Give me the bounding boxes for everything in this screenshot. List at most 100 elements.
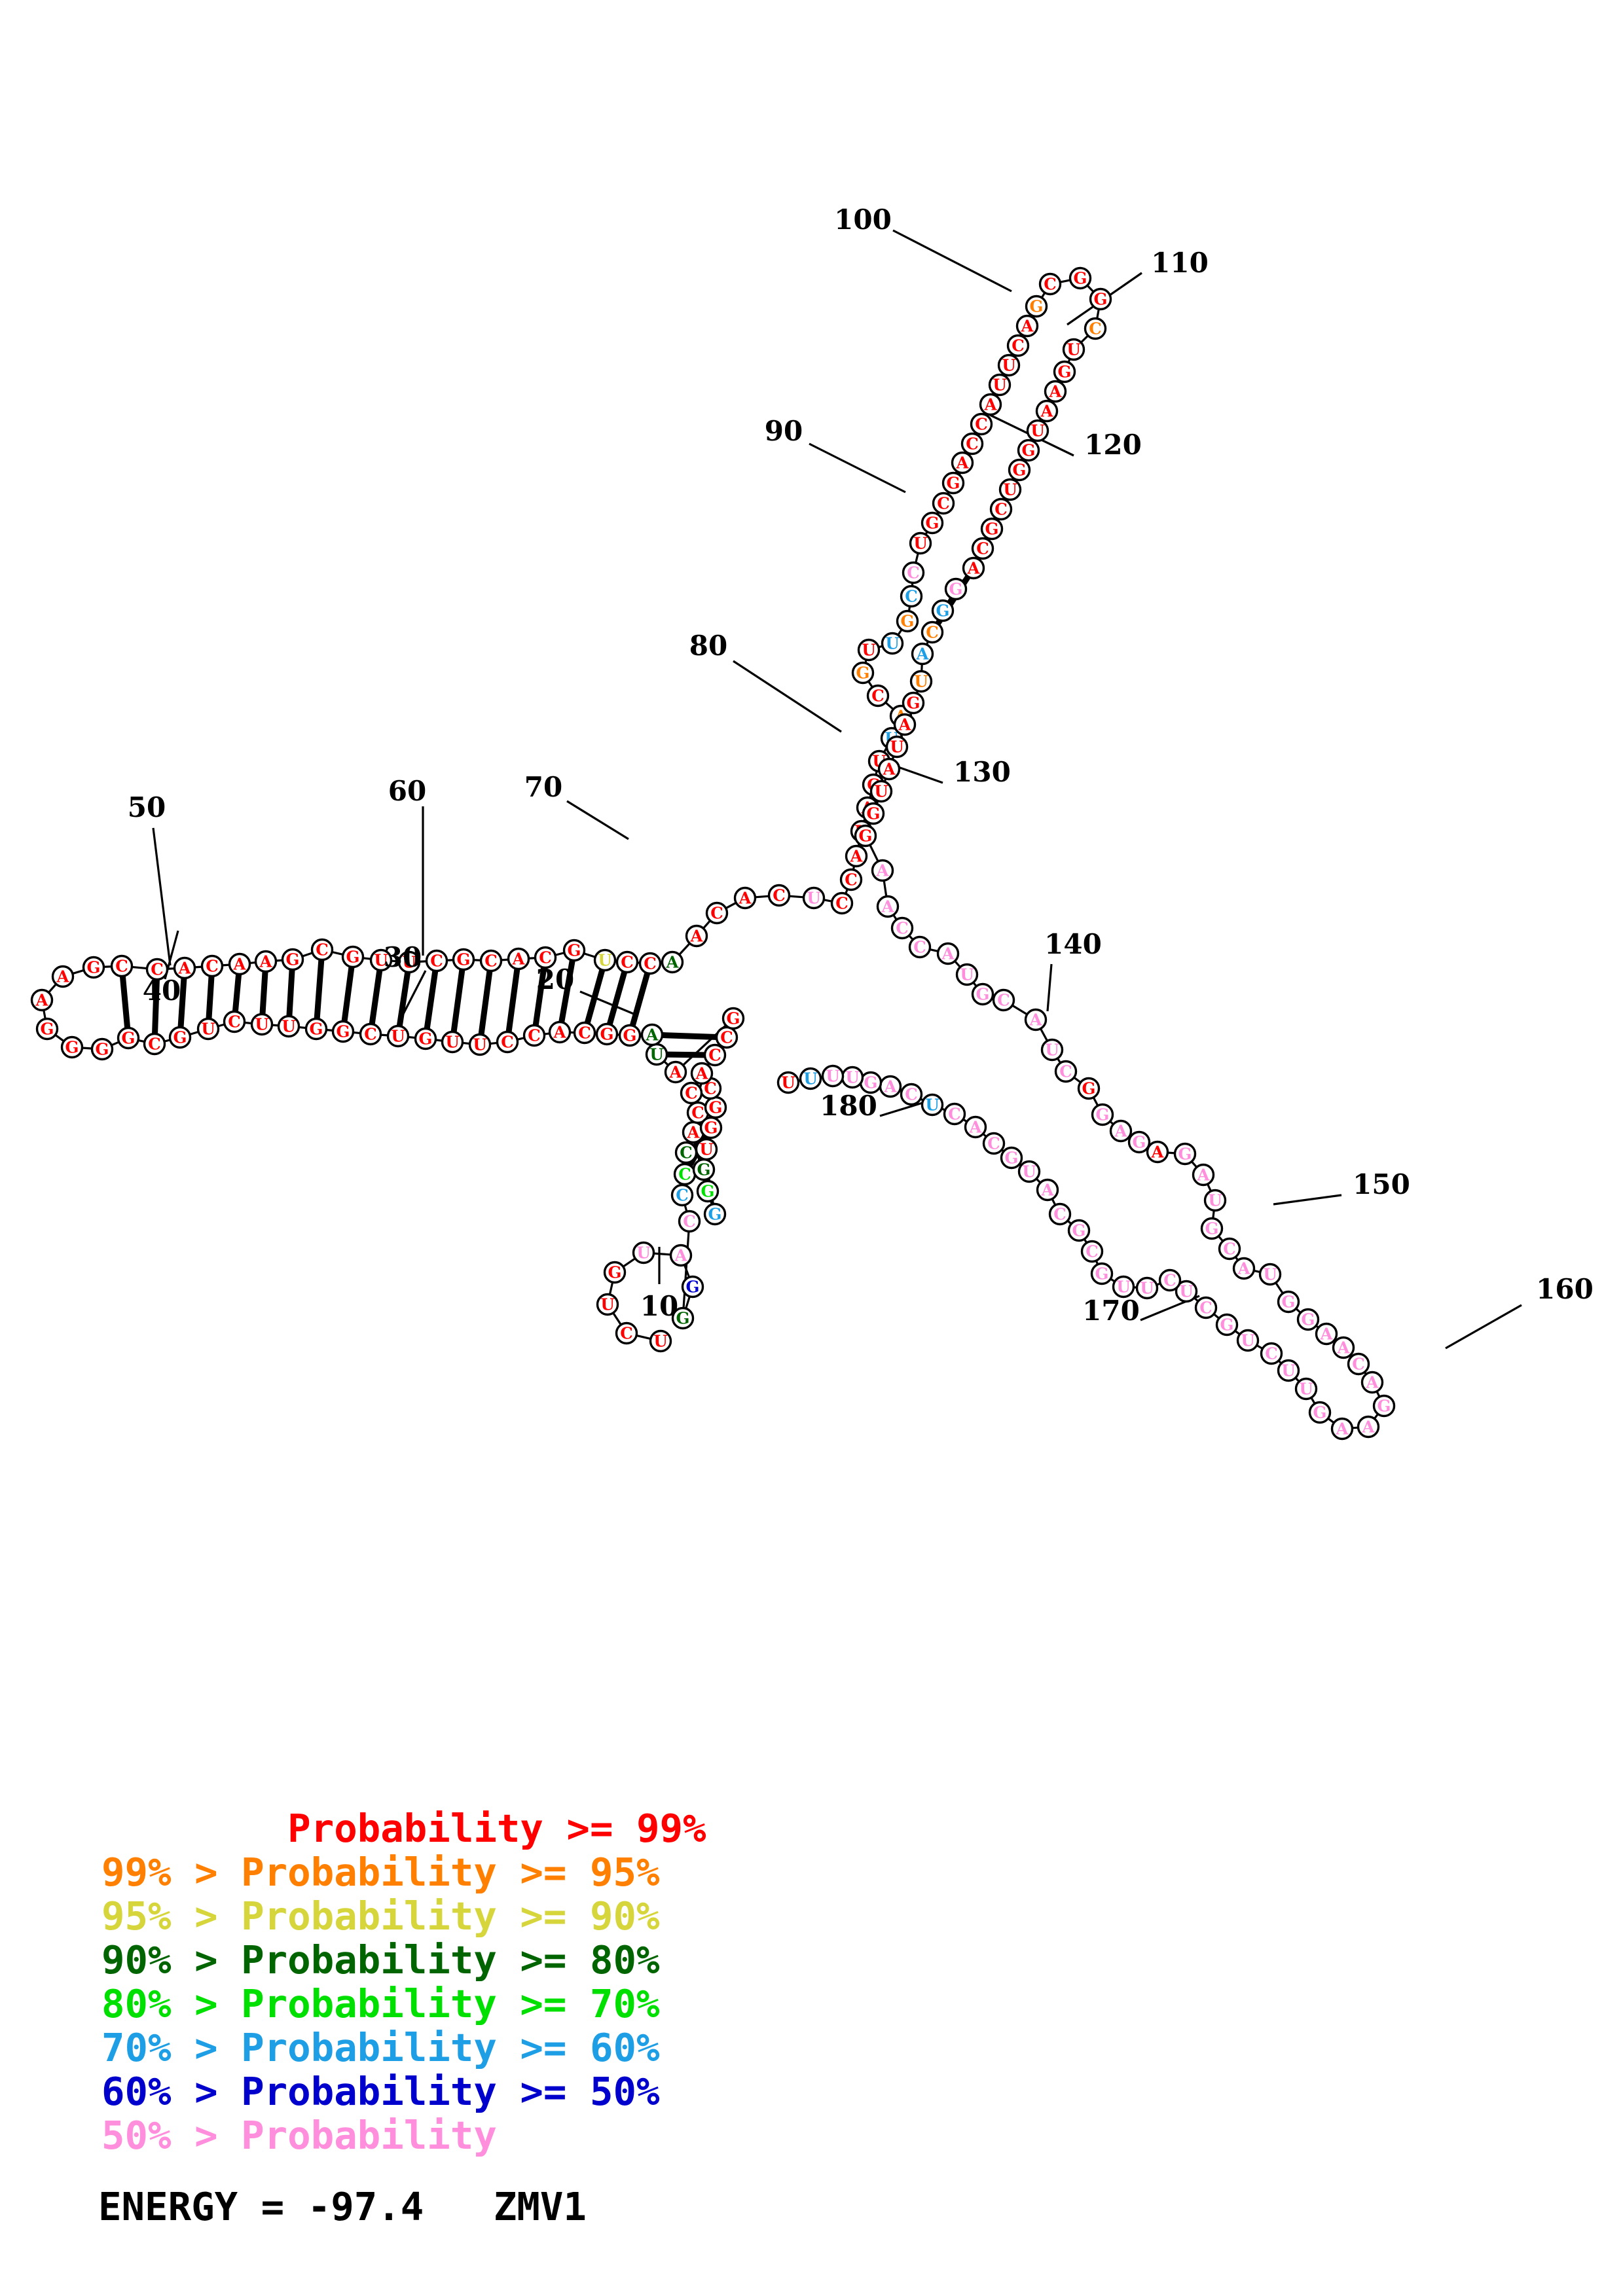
base-circle bbox=[1277, 1290, 1300, 1314]
base-node: C bbox=[989, 497, 1013, 521]
backbone-segment bbox=[1206, 1183, 1213, 1193]
base-circle bbox=[955, 963, 979, 986]
base-node: C bbox=[1048, 1202, 1072, 1226]
base-node: A bbox=[1330, 1417, 1354, 1441]
base-letter: A bbox=[1335, 1419, 1349, 1438]
base-letter: A bbox=[689, 926, 703, 945]
base-node: C bbox=[686, 1101, 710, 1124]
base-node: G bbox=[1091, 1103, 1114, 1126]
base-node: A bbox=[1146, 1140, 1169, 1164]
base-node: G bbox=[1068, 266, 1092, 290]
base-node: U bbox=[869, 780, 893, 803]
base-circle bbox=[871, 859, 894, 882]
base-circle bbox=[866, 684, 890, 708]
base-circle bbox=[1215, 1313, 1239, 1336]
base-node: A bbox=[879, 1075, 902, 1098]
base-circle bbox=[1025, 295, 1048, 318]
base-circle bbox=[615, 950, 639, 974]
base-node: C bbox=[705, 901, 729, 925]
base-letter: A bbox=[1040, 1180, 1054, 1199]
base-circle bbox=[971, 537, 994, 560]
base-circle bbox=[1332, 1336, 1355, 1359]
backbone-segment bbox=[685, 1295, 691, 1310]
base-circle bbox=[615, 1321, 638, 1345]
base-letter: C bbox=[871, 686, 884, 705]
base-letter: C bbox=[683, 1211, 696, 1230]
base-node: G bbox=[1077, 1077, 1101, 1100]
base-letter: C bbox=[907, 563, 920, 582]
base-letter: A bbox=[966, 558, 980, 577]
base-circle bbox=[857, 638, 881, 662]
base-node: G bbox=[304, 1017, 328, 1041]
base-circle bbox=[921, 1093, 944, 1117]
base-letter: G bbox=[346, 947, 360, 966]
base-circle bbox=[1260, 1342, 1283, 1365]
backbone-segment bbox=[206, 973, 215, 1022]
base-letter: C bbox=[948, 1104, 961, 1123]
base-node: A bbox=[640, 1023, 664, 1047]
base-letter: A bbox=[849, 846, 863, 865]
base-node: C bbox=[110, 954, 134, 978]
position-number-10: 10 bbox=[640, 1290, 678, 1322]
base-node: C bbox=[1158, 1268, 1182, 1292]
base-node: U bbox=[468, 1033, 492, 1056]
base-circle bbox=[1024, 1008, 1048, 1031]
base-letter: U bbox=[636, 1243, 650, 1262]
backbone-segment bbox=[1190, 1160, 1198, 1168]
base-node: C bbox=[200, 954, 224, 978]
backbone-segment bbox=[1092, 1096, 1099, 1107]
backbone-segment bbox=[953, 960, 962, 969]
base-circle bbox=[799, 1067, 822, 1090]
base-letter: A bbox=[1048, 382, 1062, 401]
backbone-segment bbox=[1086, 284, 1095, 293]
base-node: U bbox=[909, 531, 932, 555]
base-circle bbox=[359, 1022, 382, 1046]
base-node: G bbox=[944, 577, 968, 601]
base-letter: C bbox=[905, 1085, 918, 1103]
base-circle bbox=[1294, 1377, 1318, 1401]
base-node: G bbox=[1067, 1219, 1091, 1242]
base-node: C bbox=[921, 620, 944, 644]
base-node: C bbox=[496, 1030, 519, 1054]
base-node: G bbox=[941, 471, 965, 495]
base-circle bbox=[1308, 1401, 1332, 1424]
base-node: G bbox=[1200, 1217, 1224, 1240]
base-node: A bbox=[893, 713, 917, 736]
base-letter: U bbox=[993, 375, 1006, 394]
base-circle bbox=[173, 956, 196, 980]
base-circle bbox=[1080, 1240, 1104, 1263]
backbone-segment bbox=[71, 969, 85, 975]
base-node: G bbox=[1296, 1308, 1320, 1331]
base-letter: A bbox=[686, 1122, 700, 1141]
backbone-segment bbox=[450, 966, 465, 1035]
base-letter: A bbox=[1237, 1259, 1250, 1278]
base-letter: G bbox=[173, 1028, 187, 1047]
base-node: A bbox=[1360, 1371, 1384, 1394]
base-circle bbox=[414, 1027, 437, 1050]
base-circle bbox=[281, 948, 304, 971]
base-circle bbox=[678, 1210, 701, 1233]
energy-label: ENERGY = -97.4 ZMV1 bbox=[98, 2184, 587, 2229]
backbone-segment bbox=[418, 960, 428, 963]
base-circle bbox=[638, 952, 662, 975]
base-node: G bbox=[603, 1261, 627, 1284]
base-node: U bbox=[799, 1067, 822, 1090]
backbone-segment bbox=[352, 1031, 362, 1035]
base-letter: G bbox=[1095, 1264, 1109, 1283]
base-circle bbox=[998, 478, 1022, 501]
backbone-segment bbox=[652, 1252, 672, 1256]
base-circle bbox=[522, 1024, 546, 1047]
base-circle bbox=[885, 735, 909, 759]
base-node: A bbox=[1036, 1178, 1059, 1202]
base-letter: A bbox=[695, 1064, 708, 1083]
base-node: C bbox=[943, 1102, 966, 1126]
base-node: C bbox=[425, 949, 448, 973]
base-circle bbox=[970, 412, 993, 436]
position-number-50: 50 bbox=[128, 791, 166, 823]
base-letter: G bbox=[947, 473, 960, 492]
backbone-segment bbox=[1011, 1004, 1029, 1016]
position-leader-line bbox=[809, 442, 906, 493]
base-circle bbox=[971, 982, 994, 1006]
base-circle bbox=[685, 924, 708, 948]
base-circle bbox=[168, 1026, 192, 1049]
